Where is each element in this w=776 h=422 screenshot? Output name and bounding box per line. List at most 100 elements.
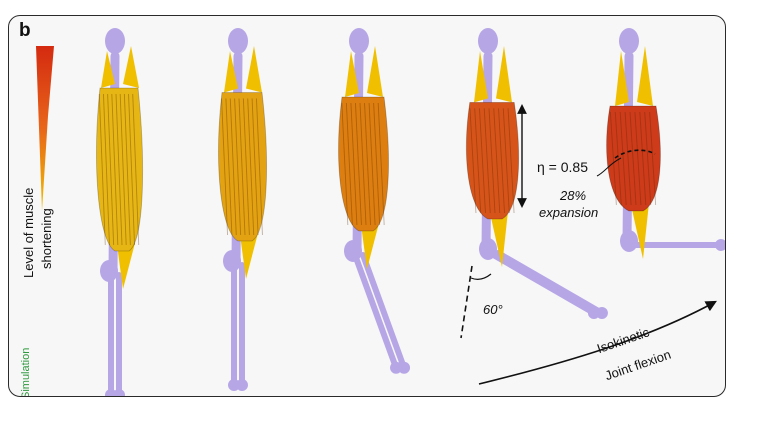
expansion-percent-label: 28%: [560, 188, 587, 203]
muscle-fibre: [619, 111, 627, 206]
joint-flexion-curved-arrow: [478, 300, 717, 385]
muscle-fibre: [256, 98, 263, 236]
proximal-tendon: [496, 46, 512, 103]
proximal-tendon: [637, 46, 653, 106]
femur-head: [349, 28, 369, 54]
muscle-fibre: [123, 93, 131, 246]
muscle-fibre: [507, 108, 515, 214]
muscle-fibre: [359, 102, 367, 226]
muscle-fibre: [377, 102, 385, 226]
proximal-tendon: [345, 51, 359, 97]
muscle-fibre: [247, 98, 255, 236]
expansion-leader-line: [596, 157, 622, 177]
expansion-dashed-circumference: [614, 149, 656, 159]
muscle-belly: [338, 96, 389, 232]
muscle-fibre: [350, 102, 358, 226]
angle-arc: [470, 273, 492, 280]
muscle-fibre: [474, 108, 482, 214]
expansion-label: expansion: [539, 205, 599, 220]
distal-tendon: [361, 223, 379, 269]
distal-tendon: [490, 211, 508, 267]
proximal-tendon: [224, 51, 238, 93]
femur-head: [228, 28, 248, 54]
proximal-tendon: [367, 46, 383, 97]
angle-label: 60°: [483, 302, 503, 317]
femur-head: [478, 28, 498, 54]
muscle-fibre: [251, 98, 259, 236]
muscle-fibre: [368, 102, 376, 226]
ankle-end: [595, 307, 608, 319]
muscle-fibre: [483, 108, 491, 214]
muscle-fibre: [103, 93, 110, 246]
muscle-fibre: [639, 111, 647, 206]
muscle-belly: [218, 92, 267, 242]
legend-title-line2: shortening: [39, 208, 54, 269]
simulation-label: Simulation: [20, 347, 32, 397]
proximal-tendon: [615, 51, 629, 106]
muscle-fibre: [498, 108, 505, 214]
proximal-tendon: [123, 46, 139, 88]
muscle-fibre: [229, 98, 237, 236]
eta-label: η = 0.85: [537, 159, 588, 175]
muscle-fibre: [649, 111, 657, 206]
leg-model-stage-5: [606, 28, 725, 259]
distal-tendon: [631, 203, 649, 259]
shank-bone: [487, 250, 597, 316]
ankle-end: [236, 379, 248, 391]
muscle-fibre: [128, 93, 135, 246]
leg-model-stage-2: [218, 28, 267, 391]
distal-tendon: [240, 233, 258, 279]
femur-head: [619, 28, 639, 54]
muscle-fibre: [373, 102, 381, 226]
angle-reference-dashed-line: [460, 265, 473, 339]
leg-models: [96, 28, 725, 396]
shortening-gradient-wedge: [36, 46, 54, 211]
proximal-tendon: [246, 46, 262, 93]
leg-model-stage-1: [96, 28, 144, 396]
shank-bone: [495, 250, 605, 316]
muscle-belly: [96, 87, 144, 252]
figure-panel: b Level of muscle shortening Simulation …: [8, 15, 726, 397]
shank-bone: [352, 252, 400, 371]
muscle-fibre: [624, 111, 632, 206]
muscle-fibre: [345, 102, 353, 226]
muscle-fibre: [111, 93, 119, 246]
muscle-fibre: [341, 102, 349, 226]
muscle-fibre: [132, 93, 140, 246]
distal-tendon: [117, 243, 135, 289]
shank-bone: [360, 252, 408, 371]
muscle-fibre: [614, 111, 622, 206]
muscle-fibre: [238, 98, 246, 236]
femur-head: [105, 28, 125, 54]
muscle-fibre: [98, 93, 106, 246]
muscle-fibre: [242, 98, 250, 236]
muscle-fibre: [221, 98, 228, 236]
ankle-end: [723, 240, 725, 250]
proximal-tendon: [101, 51, 115, 88]
muscle-figure: [36, 28, 725, 396]
muscle-fibre: [119, 93, 127, 246]
muscle-fibre: [469, 108, 477, 214]
muscle-fibre: [644, 111, 652, 206]
ankle-end: [113, 389, 125, 396]
knee-joint: [620, 230, 638, 252]
muscle-fibre: [355, 102, 362, 226]
muscle-fibre: [115, 93, 123, 246]
muscle-fibre: [107, 93, 115, 246]
panel-letter: b: [19, 20, 31, 41]
leg-model-stage-4: [466, 28, 608, 319]
muscle-fibre: [493, 108, 501, 214]
ankle-end: [398, 361, 411, 374]
muscle-fibre: [609, 111, 617, 206]
leg-model-stage-3: [338, 28, 411, 374]
muscle-fibre: [479, 108, 486, 214]
muscle-fibre: [364, 102, 371, 226]
muscle-fibre: [234, 98, 242, 236]
muscle-fibre: [629, 111, 637, 206]
muscle-fibre: [634, 111, 642, 206]
muscle-fibre: [488, 108, 496, 214]
legend-title-line1: Level of muscle: [21, 187, 36, 278]
proximal-tendon: [474, 51, 488, 103]
muscle-fibre: [502, 108, 510, 214]
muscle-belly: [606, 105, 661, 212]
